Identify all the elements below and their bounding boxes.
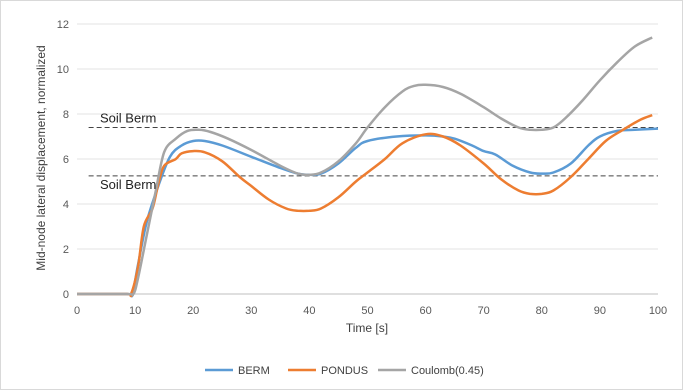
y-tick-label: 6 [63, 154, 69, 166]
legend: BERM PONDUS Coulomb(0.45) [205, 365, 484, 377]
legend-label: BERM [238, 365, 270, 377]
x-tick-label: 80 [536, 305, 548, 317]
legend-label: PONDUS [321, 365, 368, 377]
x-tick-labels: 0 10 20 30 40 50 60 70 80 90 100 [74, 305, 667, 317]
x-tick-label: 20 [187, 305, 199, 317]
gridlines [77, 23, 658, 295]
x-tick-label: 10 [129, 305, 141, 317]
x-tick-label: 40 [303, 305, 315, 317]
x-tick-label: 0 [74, 305, 80, 317]
series-line-coulomb-0-45- [76, 36, 653, 297]
x-tick-label: 30 [245, 305, 257, 317]
x-tick-label: 100 [649, 305, 667, 317]
x-tick-label: 70 [478, 305, 490, 317]
series-line-berm [76, 127, 659, 298]
y-tick-labels: 0 2 4 6 8 10 12 [57, 19, 69, 301]
y-tick-label: 4 [63, 199, 69, 211]
y-tick-label: 8 [63, 109, 69, 121]
x-tick-label: 60 [419, 305, 431, 317]
x-tick-label: 50 [361, 305, 373, 317]
y-tick-label: 2 [63, 244, 69, 256]
y-axis-title: Mid-node lateral displacement, normalize… [34, 45, 48, 270]
y-tick-label: 0 [63, 289, 69, 301]
y-tick-label: 12 [57, 19, 69, 31]
legend-label: Coulomb(0.45) [411, 365, 484, 377]
series-lines [76, 36, 659, 298]
soil-berm-label: Soil Berm [100, 111, 156, 126]
x-axis-title: Time [s] [346, 321, 388, 335]
reference-lines [88, 127, 658, 177]
soil-berm-label: Soil Berm [100, 177, 156, 192]
x-tick-label: 90 [594, 305, 606, 317]
y-tick-label: 10 [57, 64, 69, 76]
annotations: Soil Berm Soil Berm [100, 111, 156, 192]
series-line-pondus [76, 113, 653, 298]
